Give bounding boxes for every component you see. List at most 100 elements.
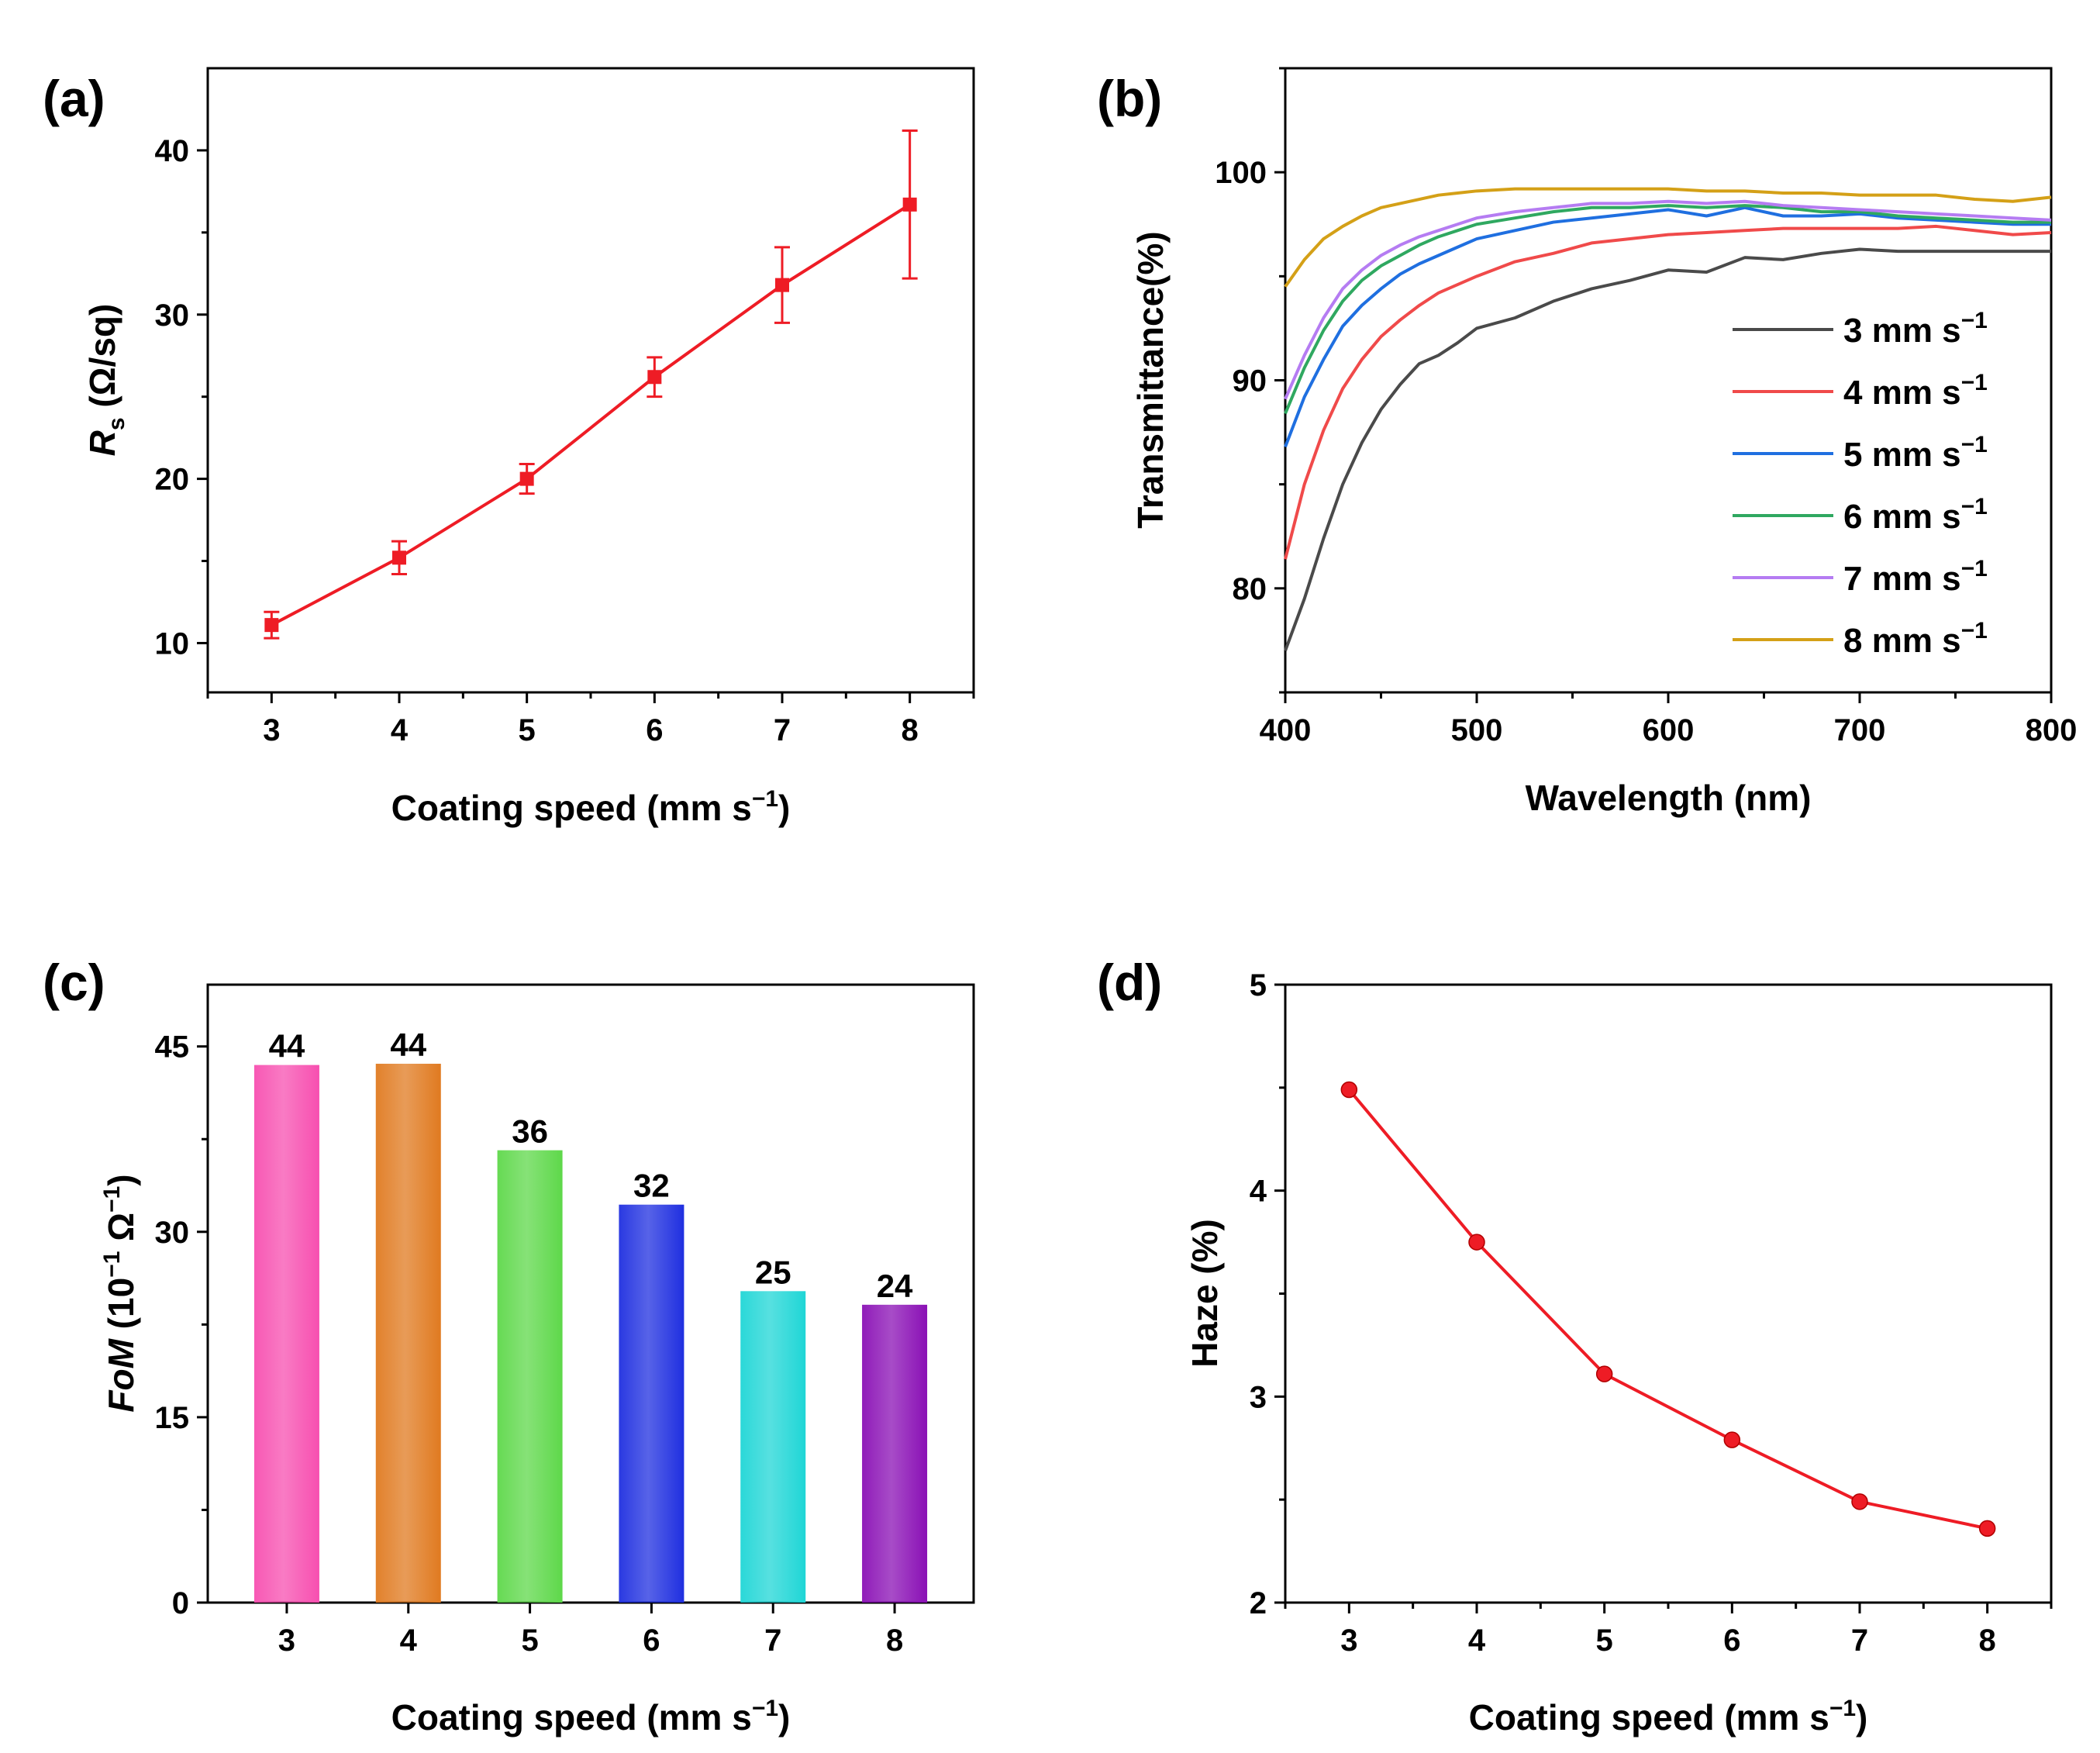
panel-a-x-axis-title-sup: −1 [752,786,778,812]
panel-c-x-axis-title-sup: −1 [752,1696,778,1721]
panel-a-y-axis-title-sub: s [104,417,129,430]
panel-c-x-axis-title-main: Coating speed (mm s [391,1697,752,1737]
panel-b-legend-label-main: 7 mm s [1843,560,1961,598]
panel-b-series-line-4 [1284,224,2052,560]
panel-d-y-axis-title: Haze (%) [1184,1219,1225,1368]
panel-a-x-axis-title-main: Coating speed (mm s [391,788,752,828]
panel-a-y-tick-label: 40 [155,134,190,168]
panel-c-y-axis-title-rest: (10 [101,1278,141,1339]
panel-b-legend-label: 7 mm s−1 [1843,556,1988,598]
panel-d-x-axis-title: Coating speed (mm s−1) [1469,1696,1868,1737]
panel-c-bar-data-label: 32 [633,1168,670,1204]
panel-c-bar-5 [497,1150,563,1603]
panel-b-legend-label-sup: −1 [1961,370,1988,395]
panel-b-x-ticks: 400 500 600 700 800 [1260,692,2077,747]
panel-b-x-tick-label: 500 [1451,713,1503,747]
panel-c-bar-data-label: 24 [877,1268,913,1304]
panel-a-y-axis-title-rest: (Ω/sq) [82,304,122,418]
panel-c-bar-7 [740,1291,806,1603]
panel-d-x-axis-title-end: ) [1856,1697,1867,1737]
panel-d-plot-frame [1284,983,2053,1604]
panel-d-x-tick-label: 6 [1723,1624,1740,1658]
panel-d-haze: (d) 2 3 4 5 3 4 5 6 7 8 Coating speed (mm s−1) H… [1097,954,2053,1737]
panel-a-x-axis-title: Coating speed (mm s−1) [391,786,791,828]
panel-d-data-point [1723,1431,1741,1448]
panel-a-series [264,129,918,640]
panel-c-x-tick-label: 6 [643,1624,660,1658]
panel-a-x-tick-label: 4 [391,713,409,747]
panel-c-bar-6 [619,1204,684,1603]
panel-c-x-axis-title: Coating speed (mm s−1) [391,1696,791,1737]
panel-c-y-axis-title-sup2: −1 [99,1186,125,1213]
panel-c-y-tick-label: 30 [155,1216,190,1250]
panel-b-legend-label: 6 mm s−1 [1843,494,1988,536]
panel-c-y-axis-title-sup1: −1 [99,1251,125,1278]
panel-c-x-tick-label: 8 [886,1624,903,1658]
panel-a-x-tick-label: 3 [263,713,280,747]
panel-a-x-tick-label: 6 [646,713,663,747]
panel-a-data-point [519,471,534,486]
panel-a-rs-vs-speed: (a) 10 20 30 40 3 4 5 6 7 8 Coating speed (mm s−… [43,67,975,828]
panel-b-x-tick-label: 700 [1834,713,1886,747]
panel-a-y-axis-title: Rs (Ω/sq) [82,304,129,457]
panel-b-legend-label: 4 mm s−1 [1843,370,1988,412]
panel-a-x-axis-title-end: ) [778,788,790,828]
panel-b-legend-label: 3 mm s−1 [1843,308,1988,350]
panel-d-data-point [1595,1365,1613,1382]
panel-b-series-line-6 [1284,204,2051,415]
panel-b-label: (b) [1097,70,1162,127]
panel-b-legend-label: 5 mm s−1 [1843,432,1988,474]
panel-d-x-axis-title-main: Coating speed (mm s [1469,1697,1829,1737]
panel-a-label: (a) [43,70,105,127]
panel-a-y-axis-title-italic: R [82,430,122,456]
panel-a-data-point [392,550,406,565]
panel-b-series-line-5 [1284,205,2051,448]
panel-d-x-tick-label: 3 [1340,1624,1357,1658]
panel-b-y-tick-label: 90 [1233,364,1267,399]
panel-a-data-point [264,618,279,633]
panel-b-legend-label-sup: −1 [1961,494,1988,519]
panel-b-legend-label-main: 6 mm s [1843,498,1961,536]
panel-a-series-line [271,203,911,626]
panel-d-series-line [1347,1089,1988,1530]
panel-c-y-axis-title-italic: FoM [101,1337,141,1412]
panel-b-y-tick-label: 100 [1215,156,1267,190]
panel-b-legend-label-main: 3 mm s [1843,312,1961,350]
panel-a-x-tick-label: 5 [519,713,536,747]
panel-d-x-tick-label: 5 [1596,1624,1613,1658]
panel-d-y-tick-label: 3 [1250,1380,1267,1414]
panel-d-x-axis-title-sup: −1 [1829,1696,1856,1721]
panel-a-y-tick-label: 20 [155,463,190,497]
panel-d-data-point [1978,1520,1996,1537]
panel-c-y-axis-title-rest2: Ω [101,1213,141,1251]
panel-c-y-tick-label: 45 [155,1030,190,1065]
panel-a-x-tick-label: 8 [902,713,919,747]
panel-a-y-ticks: 10 20 30 40 [155,134,208,661]
panel-c-bar-data-label: 44 [390,1027,426,1063]
panel-d-x-ticks: 3 4 5 6 7 8 [1284,1603,2053,1658]
panel-b-series [1284,187,2052,652]
panel-c-bar-data-label: 44 [269,1028,305,1065]
panel-d-y-ticks: 2 3 4 5 [1250,968,1285,1620]
panel-b-legend-label: 8 mm s−1 [1843,618,1988,660]
panel-b-legend-label-sup: −1 [1961,432,1988,457]
panel-c-y-axis-title: FoM (10−1 Ω−1) [99,1174,141,1412]
panel-b-x-axis-title: Wavelength (nm) [1526,778,1812,818]
panel-b-legend-label-sup: −1 [1961,556,1988,581]
panel-a-data-point [902,197,917,212]
panel-b-legend-label-sup: −1 [1961,308,1988,333]
panel-b-x-tick-label: 600 [1643,713,1695,747]
panel-a-x-tick-label: 7 [774,713,791,747]
panel-c-bar-8 [862,1304,928,1603]
panel-b-y-axis-title: Transmittance(%) [1130,231,1171,528]
panel-b-series-line-3 [1284,247,2051,652]
panel-c-bar-4 [375,1064,441,1603]
panel-c-x-tick-label: 5 [521,1624,538,1658]
panel-c-x-tick-label: 3 [278,1624,295,1658]
panel-c-y-tick-label: 0 [172,1586,189,1620]
panel-b-series-line-8 [1284,187,2052,288]
panel-b-y-tick-label: 80 [1233,572,1267,606]
panel-a-data-point [775,278,789,292]
